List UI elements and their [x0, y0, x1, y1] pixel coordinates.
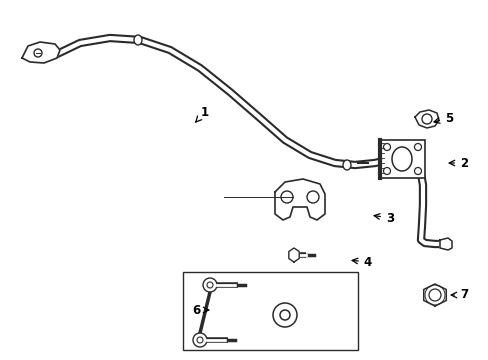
Ellipse shape: [134, 35, 142, 45]
Circle shape: [203, 278, 217, 292]
Circle shape: [280, 310, 289, 320]
Text: 6: 6: [191, 303, 208, 316]
Text: 3: 3: [373, 212, 393, 225]
Polygon shape: [274, 179, 325, 220]
Ellipse shape: [342, 160, 350, 170]
Bar: [379, 140, 424, 178]
Text: 4: 4: [351, 256, 371, 269]
Text: 1: 1: [195, 105, 209, 122]
Circle shape: [193, 333, 206, 347]
Polygon shape: [288, 248, 299, 262]
Text: 7: 7: [450, 288, 467, 302]
Polygon shape: [423, 284, 446, 306]
Bar: [183, 272, 357, 350]
Text: 5: 5: [433, 112, 452, 125]
Polygon shape: [439, 238, 451, 250]
Polygon shape: [414, 110, 438, 128]
Circle shape: [272, 303, 296, 327]
Text: 2: 2: [448, 157, 467, 170]
Polygon shape: [22, 42, 60, 63]
